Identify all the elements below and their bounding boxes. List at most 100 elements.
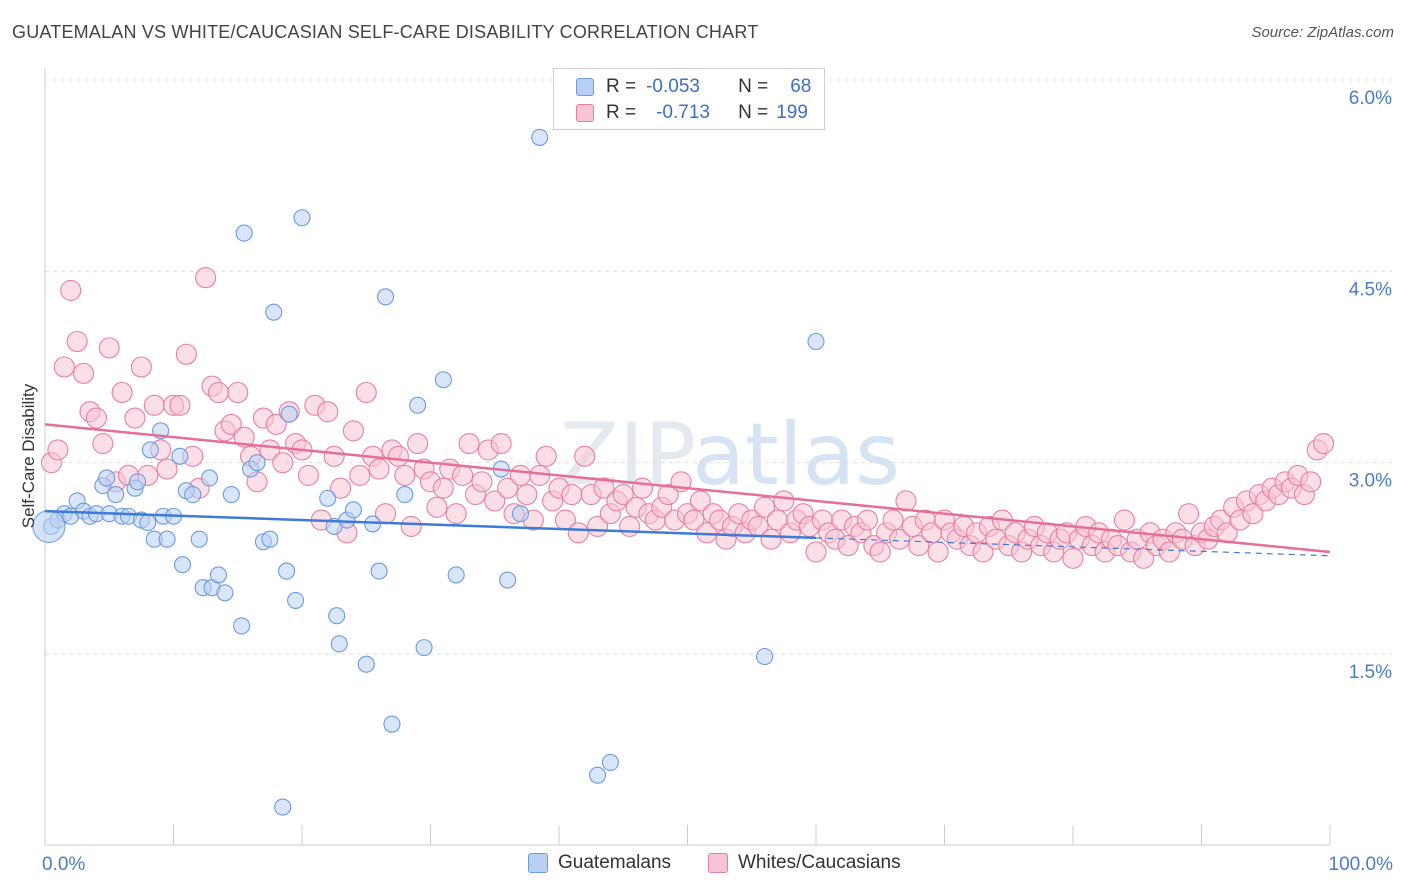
data-point-guatemalans	[531, 128, 549, 146]
legend-n-value: 199	[776, 102, 808, 123]
data-point-guatemalans	[158, 530, 176, 548]
axes	[44, 68, 1331, 846]
series-legend: Guatemalans Whites/Caucasians	[0, 852, 1406, 878]
legend-n-label: N =	[738, 102, 769, 123]
data-point-guatemalans	[141, 441, 159, 459]
data-point-whites	[882, 509, 904, 531]
data-point-whites	[619, 515, 641, 537]
data-point-whites	[471, 471, 493, 493]
data-point-guatemalans	[287, 591, 305, 609]
correlation-legend: R = -0.053 N = 68 R = -0.713 N = 199	[553, 68, 825, 130]
data-point-whites	[394, 464, 416, 486]
y-tick-label: 1.5%	[1349, 662, 1392, 683]
data-point-whites	[53, 356, 75, 378]
data-point-guatemalans	[235, 224, 253, 242]
legend-n-label: N =	[738, 76, 769, 97]
data-point-whites	[484, 490, 506, 512]
data-point-whites	[259, 439, 281, 461]
legend-r-value: -0.713	[656, 102, 710, 123]
data-point-whites	[85, 407, 107, 429]
data-point-guatemalans	[357, 655, 375, 673]
data-point-whites	[426, 496, 448, 518]
data-point-guatemalans	[447, 566, 465, 584]
data-point-whites	[175, 343, 197, 365]
data-point-whites	[908, 535, 930, 557]
data-point-whites	[458, 432, 480, 455]
legend-row-whites: R = -0.713 N = 199	[576, 100, 808, 126]
data-point-guatemalans	[280, 405, 298, 423]
data-point-whites	[869, 541, 891, 563]
data-point-guatemalans	[209, 566, 228, 584]
data-point-whites	[195, 267, 217, 289]
data-point-whites	[1313, 432, 1335, 455]
data-point-whites	[612, 484, 634, 506]
data-point-whites	[124, 407, 146, 429]
data-point-guatemalans	[293, 209, 311, 227]
legend-swatch-whites	[576, 104, 594, 122]
data-point-guatemalans	[222, 486, 240, 504]
data-point-whites	[1133, 547, 1155, 569]
legend-swatch-guatemalans	[528, 853, 548, 873]
data-point-guatemalans	[261, 530, 279, 548]
data-point-guatemalans	[128, 473, 147, 491]
trendline-guatemalans-extension	[815, 537, 1331, 557]
data-point-guatemalans	[807, 332, 825, 351]
data-point-whites	[1300, 471, 1322, 493]
legend-label-guatemalans: Guatemalans	[558, 852, 672, 873]
data-point-whites	[509, 464, 532, 486]
data-point-whites	[574, 445, 596, 467]
y-axis-title: Self-Care Disability	[19, 383, 38, 528]
data-point-guatemalans	[499, 571, 517, 589]
data-point-guatemalans	[415, 639, 433, 657]
x-tick-label: 0.0%	[42, 854, 85, 875]
data-point-guatemalans	[233, 617, 251, 635]
data-point-whites	[445, 503, 467, 525]
data-point-guatemalans	[588, 766, 607, 784]
legend-label-whites: Whites/Caucasians	[738, 852, 901, 873]
data-point-guatemalans	[107, 486, 125, 504]
data-point-whites	[888, 528, 911, 550]
legend-row-guatemalans: R = -0.053 N = 68	[576, 74, 811, 100]
data-point-whites	[297, 464, 319, 486]
data-point-guatemalans	[248, 454, 266, 472]
data-point-whites	[317, 401, 339, 423]
axis-labels: 1.5% 3.0% 4.5% 6.0% 0.0% 100.0% Self-Care Disa…	[19, 88, 1393, 875]
data-point-whites	[432, 477, 454, 499]
data-point-guatemalans	[511, 505, 530, 523]
y-tick-label: 6.0%	[1349, 88, 1392, 109]
data-point-whites	[342, 420, 364, 442]
data-point-whites	[657, 484, 679, 506]
data-point-guatemalans	[396, 486, 414, 504]
data-point-whites	[130, 356, 152, 378]
data-point-whites	[535, 445, 557, 467]
data-point-whites	[805, 541, 827, 563]
data-point-guatemalans	[278, 562, 296, 580]
data-point-whites	[60, 279, 82, 302]
legend-item-guatemalans: Guatemalans	[528, 852, 671, 874]
data-point-whites	[265, 413, 287, 435]
data-point-whites	[1158, 541, 1180, 563]
data-point-whites	[567, 522, 589, 544]
data-point-guatemalans	[216, 584, 234, 602]
data-point-guatemalans	[265, 303, 283, 321]
data-point-guatemalans	[434, 371, 452, 389]
data-point-whites	[47, 439, 69, 461]
data-point-whites	[1113, 509, 1135, 531]
data-point-whites	[837, 535, 859, 557]
data-point-whites	[387, 445, 409, 467]
data-point-whites	[407, 432, 429, 455]
data-point-whites	[400, 515, 422, 537]
data-point-whites	[631, 477, 654, 499]
chart-title: GUATEMALAN VS WHITE/CAUCASIAN SELF-CARE …	[12, 22, 759, 42]
source-label: Source: ZipAtlas.com	[1251, 24, 1394, 41]
data-point-whites	[169, 394, 191, 416]
trend-lines	[44, 423, 1331, 557]
data-point-guatemalans	[330, 635, 348, 653]
data-point-guatemalans	[344, 501, 362, 519]
data-point-whites	[368, 458, 390, 480]
legend-item-whites: Whites/Caucasians	[708, 852, 901, 874]
data-point-whites	[98, 337, 120, 359]
legend-r-label: R =	[606, 76, 637, 97]
data-point-whites	[1242, 503, 1264, 525]
data-point-whites	[452, 464, 474, 486]
